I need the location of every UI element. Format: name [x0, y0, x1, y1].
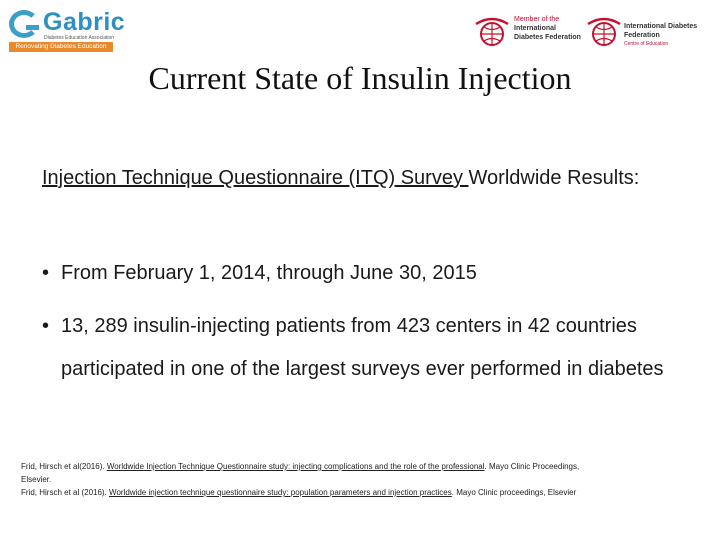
reference-title: Worldwide injection technique questionna… — [109, 488, 452, 497]
results-list: From February 1, 2014, through June 30, … — [42, 252, 682, 401]
reference-authors: Frid, Hirsch et al(2016). — [21, 462, 107, 471]
lead-rest: Worldwide Results: — [468, 167, 640, 189]
slide-title: Current State of Insulin Injection — [148, 60, 572, 96]
idf-member-line3: Diabetes Federation — [514, 34, 581, 41]
list-item: From February 1, 2014, through June 30, … — [42, 252, 682, 295]
reference-2: Frid, Hirsch et al (2016). Worldwide inj… — [21, 486, 719, 499]
gabric-logo-tagline: Renovating Diabetes Education — [9, 42, 113, 52]
references: Frid, Hirsch et al(2016). Worldwide Inje… — [21, 460, 719, 499]
idf-globe-icon — [475, 17, 509, 46]
idf-member-logo: Member of the International Diabetes Fed… — [472, 12, 584, 52]
itq-survey-name: Injection Technique Questionnaire (ITQ) … — [42, 167, 469, 189]
idf-centre-line1: International Diabetes — [624, 23, 698, 30]
gabric-g-icon — [9, 10, 39, 38]
idf-centre-logo: International Diabetes Federation Centre… — [584, 12, 714, 52]
idf-member-text: Member of the International Diabetes Fed… — [514, 15, 581, 42]
idf-centre-line2: Federation — [624, 32, 660, 39]
list-item: 13, 289 insulin-injecting patients from … — [42, 305, 682, 391]
slide-header: Gabric Diabetes Education Association Re… — [0, 0, 720, 60]
gabric-logo-name: Gabric — [43, 8, 126, 36]
gabric-logo-subtitle: Diabetes Education Association — [44, 35, 115, 41]
reference-title: Worldwide Injection Technique Questionna… — [106, 462, 485, 471]
gabric-logo: Gabric Diabetes Education Association Re… — [9, 8, 125, 52]
reference-1: Frid, Hirsch et al(2016). Worldwide Inje… — [21, 460, 719, 473]
idf-member-line1: Member of the — [514, 16, 560, 23]
reference-source: . Mayo Clinic proceedings, Elsevier — [451, 488, 577, 497]
idf-globe-icon — [587, 17, 621, 46]
lead-paragraph: Injection Technique Questionnaire (ITQ) … — [42, 157, 682, 200]
reference-1-continuation: Elsevier. — [21, 475, 52, 484]
idf-centre-text: International Diabetes Federation Centre… — [624, 22, 697, 49]
reference-authors: Frid, Hirsch et al (2016). — [21, 488, 110, 497]
idf-member-line2: International — [514, 25, 557, 32]
idf-centre-line3: Centre of Education — [624, 41, 669, 47]
reference-source: . Mayo Clinic Proceedings, — [484, 462, 580, 471]
